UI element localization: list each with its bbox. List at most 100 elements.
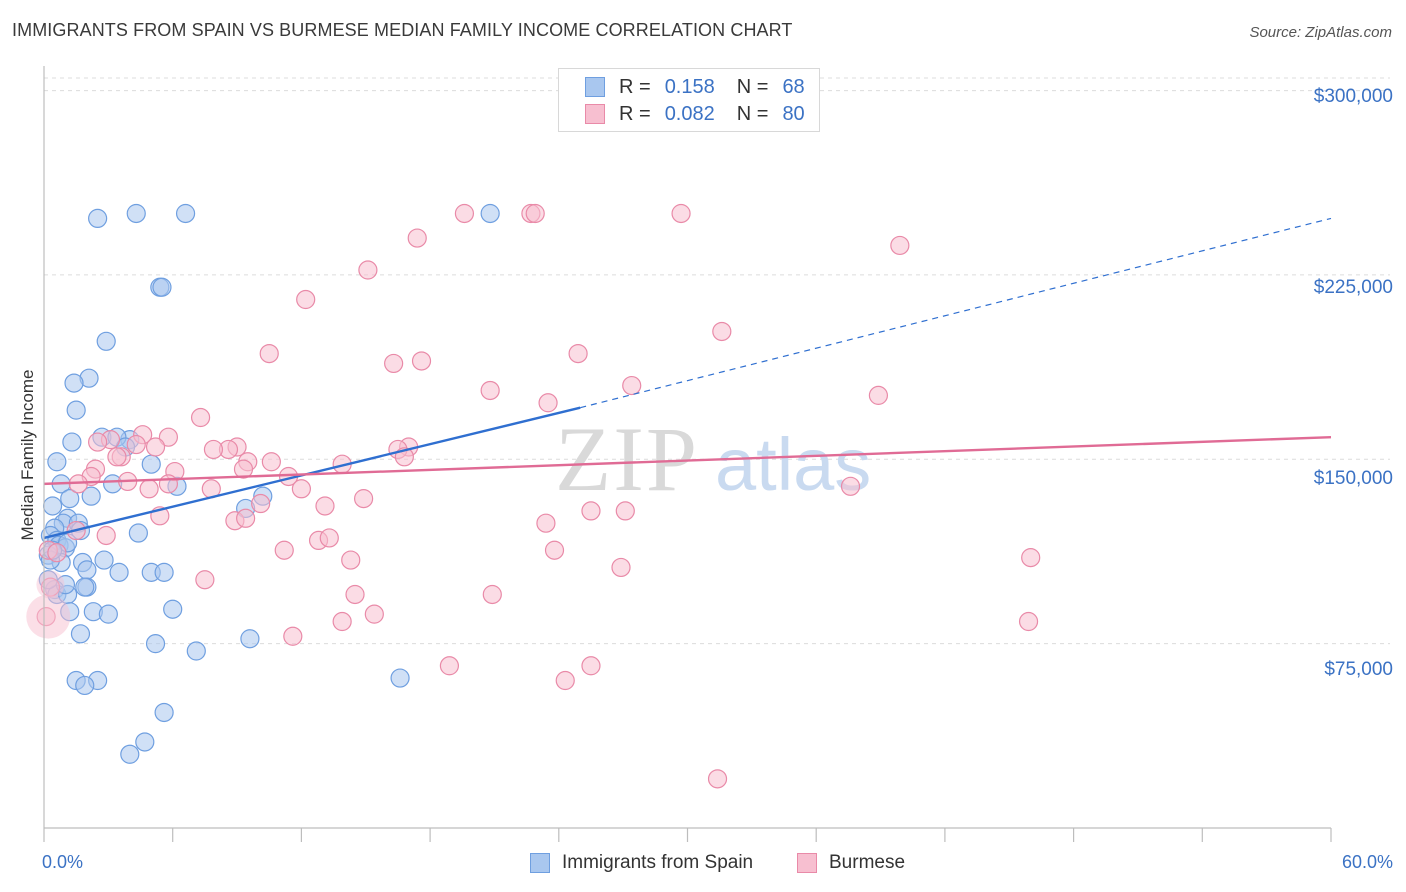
burmese-point bbox=[536, 513, 556, 533]
burmese-point bbox=[283, 626, 303, 646]
legend-swatch-burmese bbox=[797, 853, 817, 873]
spain-point bbox=[240, 629, 260, 649]
spain-point bbox=[152, 277, 172, 297]
legend-r-label: R = bbox=[619, 75, 651, 98]
burmese-point bbox=[1021, 548, 1041, 568]
x-tick-label-min: 0.0% bbox=[42, 852, 84, 872]
source-credit: Source: ZipAtlas.com bbox=[1249, 24, 1392, 41]
y-tick-label: $300,000 bbox=[1313, 86, 1393, 107]
spain-point bbox=[75, 675, 95, 696]
burmese-point bbox=[581, 501, 601, 521]
burmese-point bbox=[622, 375, 642, 396]
burmese-point bbox=[195, 570, 215, 590]
spain-point bbox=[66, 400, 86, 420]
legend-swatch-spain bbox=[585, 77, 605, 97]
legend-row-burmese: R = 0.082 N = 80 bbox=[585, 102, 805, 126]
spain-point bbox=[135, 732, 155, 752]
burmese-point bbox=[358, 260, 378, 280]
burmese-point bbox=[190, 407, 211, 428]
y-tick-label: $150,000 bbox=[1313, 468, 1393, 489]
burmese-point bbox=[568, 343, 588, 364]
burmese-point bbox=[158, 427, 179, 447]
spain-point bbox=[175, 203, 196, 224]
x-tick-label-max: 60.0% bbox=[1341, 852, 1393, 872]
legend-r-label: R = bbox=[619, 102, 651, 125]
burmese-point bbox=[411, 351, 432, 371]
burmese-point bbox=[364, 604, 384, 624]
spain-point bbox=[163, 599, 183, 619]
burmese-point bbox=[319, 528, 339, 548]
burmese-point bbox=[868, 385, 889, 405]
spain-point bbox=[186, 641, 206, 661]
burmese-point bbox=[1018, 611, 1039, 632]
spain-point bbox=[70, 624, 91, 644]
burmese-point bbox=[145, 437, 166, 457]
watermark-zip: ZIP bbox=[555, 408, 699, 510]
burmese-point bbox=[341, 550, 361, 570]
spain-point bbox=[81, 486, 101, 506]
burmese-point bbox=[274, 540, 294, 560]
spain-point bbox=[480, 203, 500, 224]
burmese-point bbox=[315, 496, 335, 516]
spain-point bbox=[75, 577, 95, 597]
spain-point bbox=[96, 331, 116, 351]
burmese-point bbox=[259, 343, 279, 364]
burmese-point bbox=[439, 656, 460, 676]
burmese-point bbox=[233, 459, 254, 479]
burmese-point bbox=[454, 203, 475, 224]
burmese-point bbox=[890, 235, 910, 256]
spain-point bbox=[390, 668, 410, 688]
legend-item-spain[interactable]: Immigrants from Spain bbox=[530, 852, 753, 874]
burmese-point bbox=[332, 611, 352, 632]
burmese-point bbox=[139, 479, 159, 499]
legend-n-label: N = bbox=[736, 75, 769, 98]
series-legend: Immigrants from Spain Burmese bbox=[0, 852, 1406, 878]
spain-point bbox=[141, 454, 161, 474]
correlation-legend: R = 0.158 N = 68 R = 0.082 N = 80 bbox=[558, 68, 820, 132]
burmese-point bbox=[96, 525, 116, 546]
spain-trend-extension bbox=[580, 217, 1332, 409]
chart-title: IMMIGRANTS FROM SPAIN VS BURMESE MEDIAN … bbox=[12, 20, 793, 40]
burmese-point bbox=[251, 493, 271, 514]
burmese-point bbox=[107, 447, 127, 467]
burmese-point bbox=[840, 476, 861, 496]
spain-trend-line bbox=[43, 406, 581, 540]
burmese-point bbox=[203, 439, 224, 460]
spain-point bbox=[145, 634, 166, 654]
legend-swatch-burmese bbox=[585, 104, 605, 124]
spain-point bbox=[98, 604, 118, 624]
burmese-point bbox=[47, 543, 67, 563]
spain-point bbox=[88, 208, 108, 228]
spain-point bbox=[64, 373, 84, 393]
burmese-cluster bbox=[26, 594, 71, 639]
legend-item-burmese[interactable]: Burmese bbox=[797, 852, 905, 874]
burmese-point bbox=[544, 540, 565, 560]
spain-point bbox=[42, 496, 63, 516]
burmese-point bbox=[712, 321, 732, 342]
burmese-point bbox=[296, 289, 316, 310]
legend-n-value: 80 bbox=[782, 102, 805, 125]
burmese-point bbox=[555, 670, 575, 691]
legend-swatch-spain bbox=[530, 853, 550, 873]
legend-row-spain: R = 0.158 N = 68 bbox=[585, 75, 805, 99]
burmese-point bbox=[707, 769, 728, 789]
burmese-point bbox=[236, 508, 256, 528]
burmese-point bbox=[615, 501, 635, 521]
burmese-point bbox=[291, 479, 311, 499]
y-tick-label: $225,000 bbox=[1313, 277, 1393, 298]
burmese-point bbox=[354, 489, 374, 509]
burmese-point bbox=[482, 584, 502, 605]
burmese-point bbox=[480, 380, 500, 401]
burmese-trend-line bbox=[43, 435, 1332, 486]
gridlines bbox=[44, 77, 1390, 645]
spain-point bbox=[94, 550, 114, 570]
legend-r-value: 0.082 bbox=[664, 102, 715, 125]
spain-point bbox=[154, 562, 174, 582]
burmese-point bbox=[525, 203, 545, 224]
burmese-point bbox=[384, 353, 404, 374]
burmese-point bbox=[671, 203, 691, 224]
spain-point bbox=[154, 702, 174, 723]
legend-n-value: 68 bbox=[782, 75, 805, 98]
burmese-cluster bbox=[36, 570, 65, 599]
